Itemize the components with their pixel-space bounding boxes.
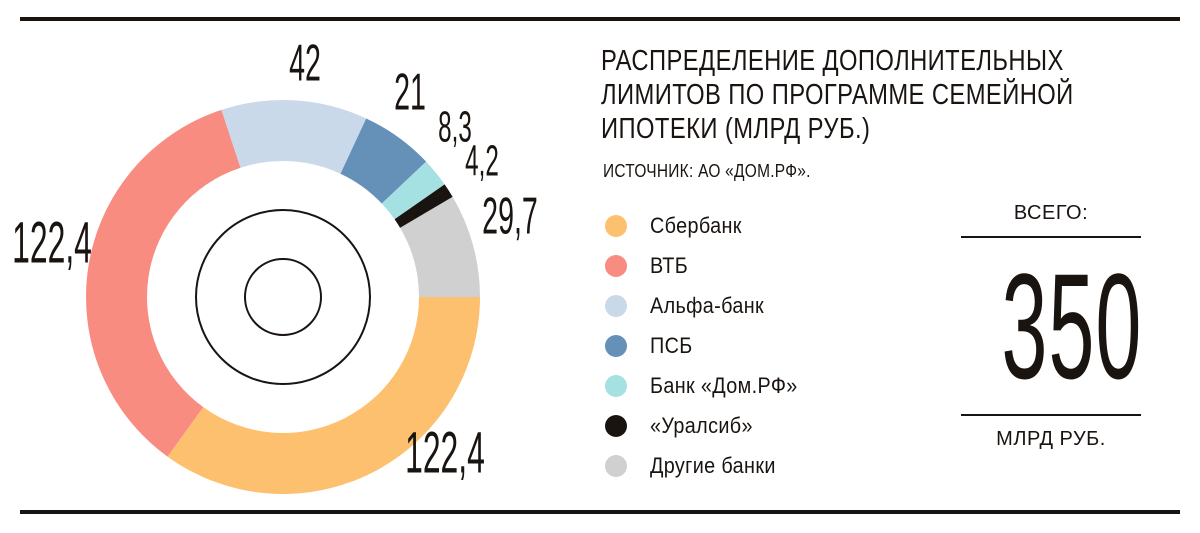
slice-2: [86, 109, 241, 457]
slice-label-1: 122,4: [405, 420, 485, 484]
slice-1: [167, 297, 480, 494]
legend-swatch: [605, 295, 627, 317]
legend-label: «Уралсиб»: [650, 413, 753, 438]
donut-chart: 122,4 122,4 42 21 8,34,229,7: [12, 34, 538, 494]
chart-source: ИСТОЧНИК: АО «ДОМ.РФ».: [603, 161, 811, 181]
chart-legend: Сбербанк ВТБ Альфа-банк ПСБ Банк «Дом.РФ» «Ур…: [605, 206, 814, 486]
legend-swatch: [605, 255, 627, 277]
slice-6: [394, 184, 453, 228]
total-divider-bottom: [961, 414, 1141, 416]
chart-title-line-2: ЛИМИТОВ ПО ПРОГРАММЕ СЕМЕЙНОЙ: [601, 79, 1074, 111]
legend-item-3: Альфа-банк: [605, 286, 814, 326]
bottom-rule: [20, 510, 1180, 514]
chart-title-line-3: ИПОТЕКИ (МЛРД РУБ.): [601, 113, 871, 145]
slice-label-6: 4,2: [465, 136, 499, 186]
slice-4: [340, 118, 427, 204]
slice-5: [381, 161, 445, 220]
legend-label: Альфа-банк: [650, 293, 765, 318]
slice-label-7: 29,7: [482, 187, 538, 245]
legend-swatch: [605, 335, 627, 357]
legend-swatch: [605, 215, 627, 237]
legend-label: ВТБ: [650, 253, 689, 278]
legend-swatch: [605, 375, 627, 397]
slice-label-5: 8,3: [438, 102, 472, 152]
inner-ring-outer: [195, 209, 371, 385]
legend-item-1: Сбербанк: [605, 206, 814, 246]
legend-item-7: Другие банки: [605, 446, 814, 486]
slice-label-2: 122,4: [12, 210, 92, 274]
legend-item-6: «Уралсиб»: [605, 406, 814, 446]
legend-label: Другие банки: [650, 453, 776, 478]
legend-label: Банк «Дом.РФ»: [650, 373, 798, 398]
chart-title: РАСПРЕДЕЛЕНИЕ ДОПОЛНИТЕЛЬНЫХ ЛИМИТОВ ПО …: [601, 44, 1077, 146]
total-value: 350: [1001, 242, 1143, 410]
total-divider-top: [961, 236, 1141, 238]
top-rule: [20, 17, 1180, 21]
legend-item-2: ВТБ: [605, 246, 814, 286]
legend-label: Сбербанк: [650, 213, 742, 238]
chart-title-line-1: РАСПРЕДЕЛЕНИЕ ДОПОЛНИТЕЛЬНЫХ: [601, 45, 1064, 77]
total-unit: МЛРД РУБ.: [996, 428, 1106, 450]
slice-3: [221, 100, 367, 174]
slice-label-4: 21: [394, 63, 426, 121]
legend-label: ПСБ: [650, 333, 693, 358]
legend-item-4: ПСБ: [605, 326, 814, 366]
slice-7: [400, 196, 480, 297]
inner-ring-inner: [244, 258, 322, 336]
legend-swatch: [605, 415, 627, 437]
total-caption: ВСЕГО:: [1013, 202, 1089, 224]
legend-swatch: [605, 455, 627, 477]
total-block: ВСЕГО: 350 МЛРД РУБ.: [961, 198, 1141, 451]
slice-label-3: 42: [289, 34, 321, 92]
legend-item-5: Банк «Дом.РФ»: [605, 366, 814, 406]
